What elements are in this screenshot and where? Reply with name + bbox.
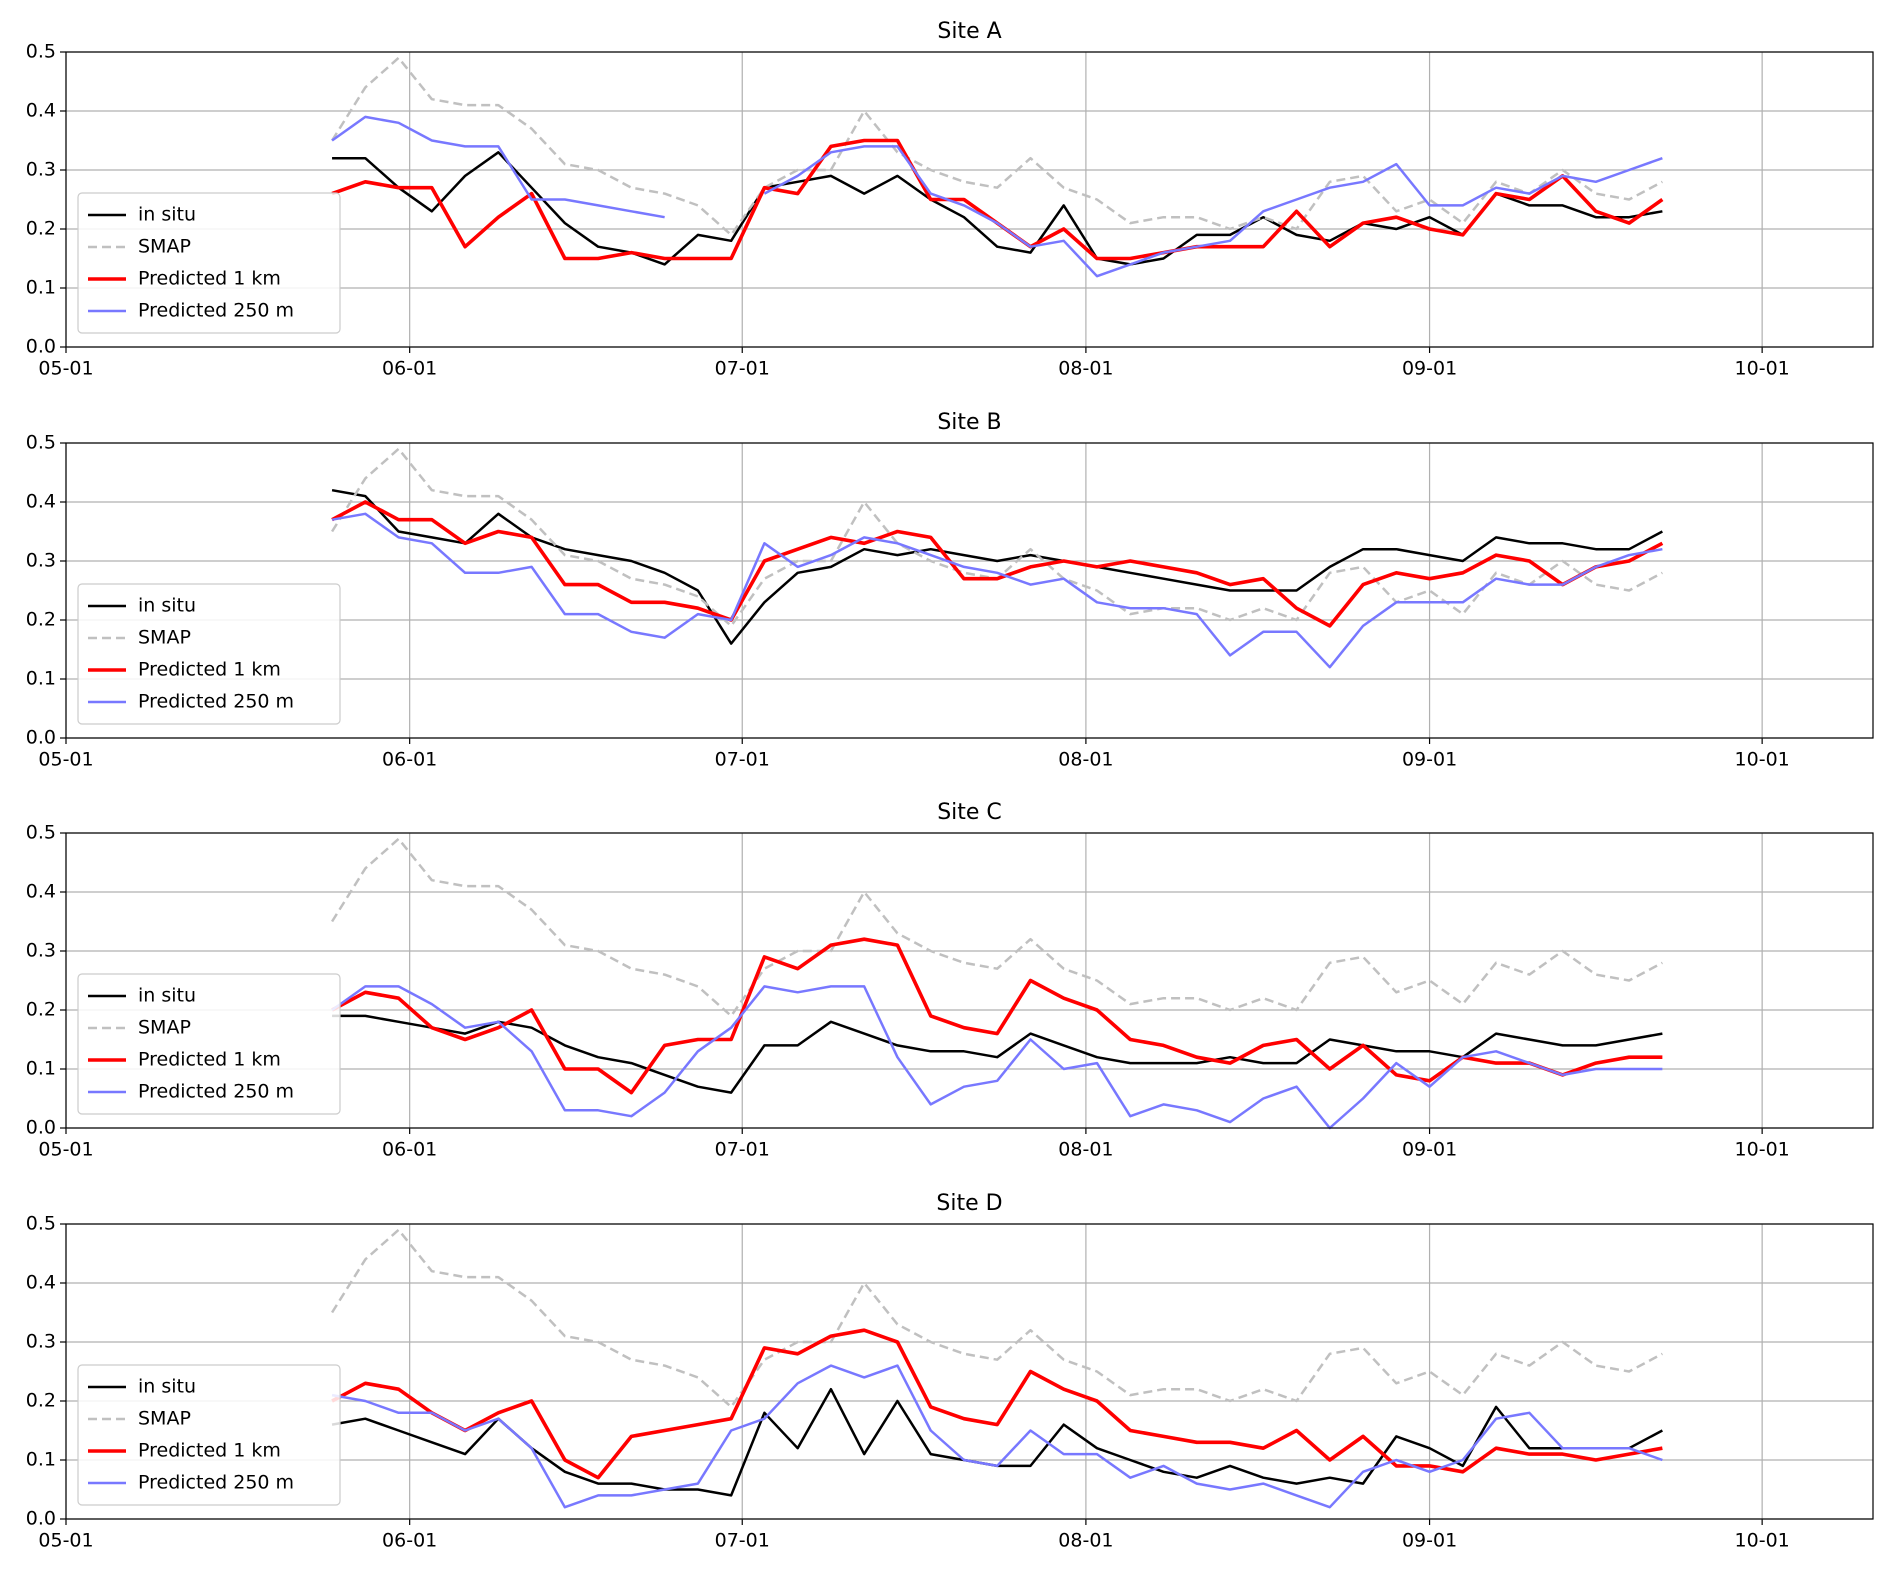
y-tick-label: 0.1 [26,1058,56,1080]
subplot-title: Site B [937,410,1001,435]
series-line [331,937,1663,1095]
x-tick-label: 06-01 [382,749,437,771]
legend-box [77,583,341,725]
y-tick-label: 0.5 [26,41,56,63]
y-tick-label: 0.5 [26,432,56,454]
legend-label: Predicted 250 m [138,1081,294,1103]
x-tick-label: 10-01 [1735,358,1790,380]
legend-label: Predicted 1 km [138,1440,281,1462]
legend-label: Predicted 1 km [138,268,281,290]
y-tick-label: 0.0 [26,1117,56,1139]
legend-box [77,192,341,334]
x-tick-label: 06-01 [382,1530,437,1552]
legend-box [77,973,341,1115]
x-tick-label: 07-01 [715,749,770,771]
x-tick-label: 10-01 [1735,1139,1790,1161]
x-tick-label: 10-01 [1735,1530,1790,1552]
series-line [331,985,1663,1130]
x-tick-label: 10-01 [1735,749,1790,771]
y-tick-label: 0.3 [26,940,56,962]
y-tick-label: 0.5 [26,1213,56,1235]
legend-label: SMAP [138,1017,191,1039]
y-tick-label: 0.2 [26,999,56,1021]
y-tick-label: 0.0 [26,727,56,749]
x-tick-label: 08-01 [1058,1530,1113,1552]
legend-label: in situ [138,985,196,1007]
series-line [331,837,1663,1018]
y-tick-label: 0.1 [26,668,56,690]
subplot-title: Site A [937,19,1001,44]
y-tick-label: 0.4 [26,491,56,513]
legend-label: in situ [138,595,196,617]
x-tick-label: 05-01 [38,1139,93,1161]
legend-label: SMAP [138,1408,191,1430]
x-tick-label: 09-01 [1402,749,1457,771]
legend-label: Predicted 250 m [138,691,294,713]
y-tick-label: 0.0 [26,1508,56,1530]
x-tick-label: 09-01 [1402,1139,1457,1161]
y-tick-label: 0.3 [26,550,56,572]
legend: in situ SMAP Predicted 1 km Predicted 250 m [77,583,341,725]
x-tick-label: 06-01 [382,358,437,380]
x-tick-label: 07-01 [715,1530,770,1552]
legend-label: in situ [138,1376,196,1398]
x-tick-label: 08-01 [1058,749,1113,771]
legend: in situ SMAP Predicted 1 km Predicted 250 m [77,1364,341,1506]
legend-label: SMAP [138,627,191,649]
series-line [332,151,1663,266]
plot-frame [65,832,1874,1129]
y-tick-label: 0.5 [26,822,56,844]
y-tick-label: 0.0 [26,336,56,358]
x-tick-label: 05-01 [38,358,93,380]
x-tick-label: 05-01 [38,749,93,771]
series-line [331,1328,1663,1480]
y-tick-label: 0.2 [26,218,56,240]
series-line [331,512,1663,669]
y-tick-label: 0.1 [26,1449,56,1471]
subplot: Site C 05-01 06-01 07-01 08-01 09-01 10-01 0.0 0… [26,800,1874,1161]
y-tick-label: 0.4 [26,100,56,122]
series-line [331,500,1664,628]
legend-label: Predicted 1 km [138,1049,281,1071]
series-line [332,1014,1663,1094]
x-tick-label: 08-01 [1058,358,1113,380]
y-tick-label: 0.4 [26,1272,56,1294]
legend-label: Predicted 250 m [138,300,294,322]
x-tick-label: 09-01 [1402,1530,1457,1552]
y-tick-label: 0.2 [26,609,56,631]
y-tick-label: 0.3 [26,1331,56,1353]
x-tick-label: 06-01 [382,1139,437,1161]
subplot: Site B 05-01 06-01 07-01 08-01 09-01 10-01 0.0 0… [26,410,1874,771]
legend-label: SMAP [138,236,191,258]
x-tick-label: 07-01 [715,358,770,380]
legend-label: Predicted 1 km [138,659,281,681]
series-line [331,1387,1663,1497]
series-line [331,115,1663,278]
x-tick-label: 08-01 [1058,1139,1113,1161]
subplot-title: Site C [937,800,1002,825]
subplot-title: Site D [936,1191,1002,1216]
x-tick-label: 09-01 [1402,358,1457,380]
plot-frame [65,51,1874,348]
y-tick-label: 0.3 [26,159,56,181]
legend-label: Predicted 250 m [138,1472,294,1494]
series-line [331,488,1663,645]
subplot: Site A 05-01 06-01 07-01 08-01 09-01 10-01 0.0 0… [26,19,1874,380]
y-tick-label: 0.1 [26,277,56,299]
x-tick-label: 07-01 [715,1139,770,1161]
plot-frame [65,1223,1874,1520]
y-tick-label: 0.2 [26,1390,56,1412]
subplot: Site D 05-01 06-01 07-01 08-01 09-01 10-01 0.0 0… [26,1191,1874,1552]
series-line [331,1228,1663,1409]
series-line [331,56,1663,237]
legend: in situ SMAP Predicted 1 km Predicted 250 m [77,973,341,1115]
legend-label: in situ [138,204,196,226]
legend: in situ SMAP Predicted 1 km Predicted 250 m [77,192,341,334]
legend-box [77,1364,341,1506]
x-tick-label: 05-01 [38,1530,93,1552]
series-line [331,1364,1663,1509]
y-tick-label: 0.4 [26,881,56,903]
plot-frame [65,442,1874,739]
